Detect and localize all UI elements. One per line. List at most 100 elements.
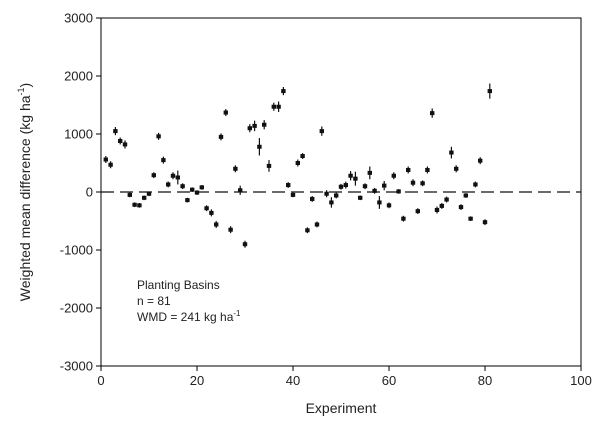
data-point xyxy=(286,182,291,188)
data-point xyxy=(439,203,444,209)
ticks xyxy=(96,17,582,371)
data-point xyxy=(170,172,176,180)
point-marker xyxy=(242,242,248,247)
data-point xyxy=(118,137,123,145)
y-axis-label-superscript: -1 xyxy=(16,87,26,95)
data-point xyxy=(353,171,358,186)
point-marker xyxy=(118,138,123,143)
data-point xyxy=(358,195,363,201)
point-marker xyxy=(401,216,406,221)
point-marker xyxy=(218,134,224,139)
data-point xyxy=(137,203,142,208)
data-point xyxy=(314,221,320,228)
data-point xyxy=(343,181,348,189)
data-point xyxy=(449,146,454,159)
data-point xyxy=(156,132,161,140)
point-marker xyxy=(223,110,228,115)
point-marker xyxy=(238,188,243,193)
point-marker xyxy=(319,129,324,134)
data-point xyxy=(127,192,132,198)
data-point xyxy=(334,192,339,199)
point-marker xyxy=(257,144,262,149)
point-marker xyxy=(478,158,483,163)
data-point xyxy=(454,165,459,173)
data-point xyxy=(271,102,276,111)
data-point xyxy=(247,124,252,133)
point-marker xyxy=(314,222,320,227)
data-point xyxy=(180,183,185,190)
data-point xyxy=(377,196,382,209)
x-tick-label: 100 xyxy=(570,373,592,388)
data-point xyxy=(233,165,238,173)
point-marker xyxy=(199,185,204,190)
point-marker xyxy=(166,182,171,187)
data-point xyxy=(396,189,401,194)
data-point xyxy=(372,187,377,194)
point-marker xyxy=(214,222,219,227)
point-marker xyxy=(305,228,310,233)
point-marker xyxy=(324,191,329,196)
y-tick-label: 3000 xyxy=(64,11,93,26)
point-marker xyxy=(228,227,233,232)
data-point xyxy=(300,153,305,159)
data-point xyxy=(185,197,190,203)
point-marker xyxy=(190,187,195,192)
data-point xyxy=(113,127,118,136)
point-marker xyxy=(482,220,488,225)
annotation-box: Planting Basins n = 81 WMD = 241 kg ha-1 xyxy=(137,278,241,324)
point-marker xyxy=(473,182,478,187)
data-point xyxy=(276,101,281,112)
data-point xyxy=(473,181,478,188)
y-tick-label: 2000 xyxy=(64,69,93,84)
data-point xyxy=(415,208,420,215)
data-point xyxy=(242,240,248,248)
data-point xyxy=(161,156,166,164)
data-point xyxy=(132,202,137,208)
x-tick-label: 20 xyxy=(190,373,204,388)
data-point xyxy=(190,187,195,192)
point-marker xyxy=(146,191,152,196)
y-tick-label: 1000 xyxy=(64,127,93,142)
point-marker xyxy=(420,181,425,186)
data-point xyxy=(199,185,204,190)
y-tick-label: -3000 xyxy=(60,359,93,374)
data-point xyxy=(478,157,483,165)
data-point xyxy=(295,159,300,167)
data-point xyxy=(367,166,372,180)
point-marker xyxy=(161,158,166,163)
data-point xyxy=(430,108,435,118)
data-point xyxy=(252,120,257,132)
data-point xyxy=(151,172,156,179)
data-point xyxy=(386,202,392,209)
data-point xyxy=(406,166,411,174)
data-point xyxy=(218,133,224,141)
data-point xyxy=(238,185,243,195)
point-marker xyxy=(382,183,387,188)
point-marker xyxy=(122,142,128,147)
x-tick-label: 0 xyxy=(97,373,104,388)
point-marker xyxy=(425,167,430,172)
data-point xyxy=(175,170,180,185)
data-point xyxy=(463,193,468,198)
data-point xyxy=(214,221,219,228)
x-tick-label: 80 xyxy=(478,373,492,388)
data-point xyxy=(319,126,324,136)
point-marker xyxy=(266,163,272,168)
point-marker xyxy=(439,203,444,208)
point-marker xyxy=(391,173,396,178)
point-marker xyxy=(372,188,377,193)
point-marker xyxy=(290,192,296,197)
point-marker xyxy=(233,166,238,171)
x-tick-label: 60 xyxy=(382,373,396,388)
y-axis-label: Weighted mean difference (kg ha-1) xyxy=(16,83,33,301)
point-marker xyxy=(415,209,420,214)
point-marker xyxy=(449,150,454,155)
point-marker xyxy=(127,192,132,197)
point-marker xyxy=(170,173,176,178)
data-point xyxy=(338,183,344,190)
point-marker xyxy=(334,193,339,198)
point-marker xyxy=(103,157,108,162)
data-point xyxy=(348,171,353,181)
point-marker xyxy=(348,173,353,178)
